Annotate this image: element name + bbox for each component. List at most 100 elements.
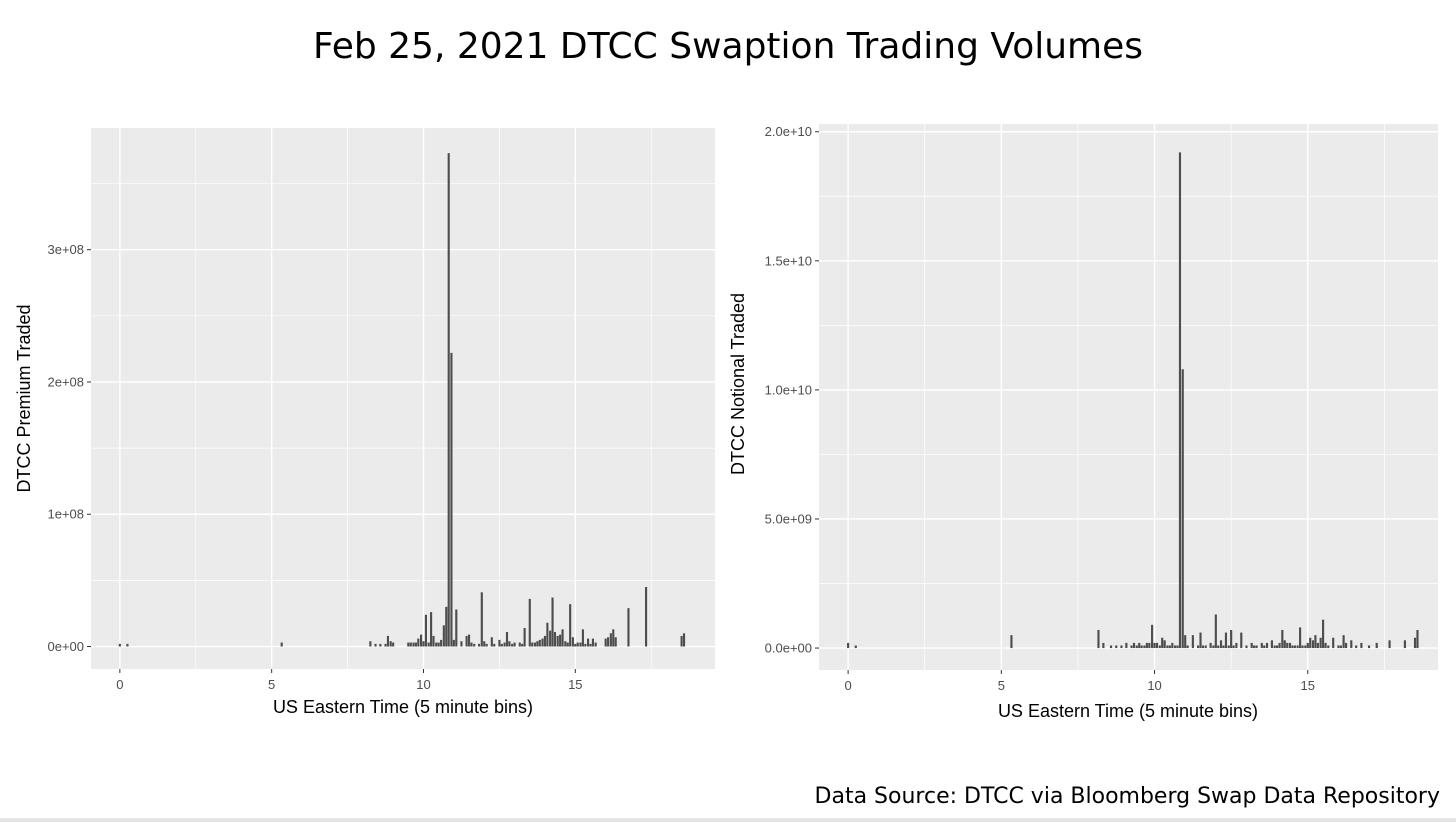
bar (645, 586, 648, 647)
bar (1184, 635, 1187, 649)
bar (1245, 645, 1248, 649)
y-axis-title: DTCC Notional Traded (728, 293, 748, 475)
bar (1253, 645, 1256, 649)
bar (1342, 635, 1345, 649)
bar (566, 642, 569, 647)
bar (1102, 642, 1105, 649)
plot-panel (819, 124, 1438, 670)
bar (680, 635, 683, 647)
bar (450, 352, 453, 647)
bar (579, 642, 582, 647)
bar (1288, 642, 1292, 649)
bar (1181, 369, 1184, 649)
bar (1120, 645, 1123, 649)
bar (571, 637, 574, 647)
bar (1109, 645, 1113, 649)
bar (564, 641, 567, 647)
bar (1339, 645, 1342, 649)
bar (1161, 637, 1164, 649)
bar (1322, 619, 1325, 649)
bar (1232, 645, 1235, 649)
bar (1273, 645, 1276, 649)
bar (430, 612, 433, 647)
x-tick-label: 0 (116, 677, 123, 692)
x-tick-label: 10 (416, 677, 430, 692)
bar (1224, 632, 1228, 649)
bar (576, 642, 579, 647)
y-tick-label: 2e+08 (47, 374, 84, 389)
bar (543, 635, 547, 647)
bar (1403, 640, 1406, 649)
bar (1148, 642, 1151, 649)
bar (1151, 624, 1154, 649)
bar (533, 642, 536, 647)
bar (409, 642, 412, 647)
bar (1316, 642, 1319, 649)
x-axis-title: US Eastern Time (5 minute bins) (273, 697, 533, 717)
bar (1140, 645, 1143, 649)
bar (1309, 637, 1312, 649)
x-tick-label: 15 (568, 677, 582, 692)
x-axis-title: US Eastern Time (5 minute bins) (998, 701, 1258, 721)
bar (854, 645, 857, 649)
bar (118, 643, 121, 647)
notional-chart: 0 5 10 15 0.0e+00 5.0e+09 1.0e+10 1.5e+10 2.0e+1… (728, 124, 1438, 721)
bar (1219, 640, 1223, 649)
bar (1168, 645, 1171, 649)
bar (432, 635, 435, 647)
panel-bg-layer (819, 124, 1438, 670)
bar (420, 634, 423, 647)
bar (1355, 645, 1358, 649)
bar (594, 642, 597, 647)
bar (437, 642, 440, 647)
bar (1413, 637, 1417, 649)
bar (1324, 642, 1327, 649)
bar (528, 598, 531, 647)
bar (1293, 645, 1296, 649)
bar (1311, 640, 1315, 649)
bar (587, 638, 590, 647)
bar (1306, 642, 1309, 649)
bar (1235, 642, 1238, 649)
bar (1191, 635, 1194, 649)
bar (513, 642, 516, 647)
bar (1145, 642, 1148, 649)
bar (503, 642, 506, 647)
x-tick-label: 10 (1147, 678, 1161, 693)
bar (1332, 637, 1335, 649)
bar (581, 629, 584, 647)
bar (483, 641, 486, 647)
bar (424, 614, 427, 647)
panel-bg-layer (91, 128, 715, 669)
y-tick-label: 5.0e+09 (765, 511, 812, 526)
bar (546, 622, 549, 647)
y-tick-label: 2.0e+10 (765, 124, 812, 139)
bar (607, 637, 610, 647)
premium-chart: 0 5 10 15 0e+00 1e+08 2e+08 3e+08 DTCC Premium … (14, 128, 715, 717)
bar (1304, 645, 1307, 649)
grid-layer (819, 124, 1438, 670)
y-tick-label: 1.0e+10 (765, 382, 812, 397)
bar (414, 642, 417, 647)
bar (379, 643, 382, 647)
bar (1314, 635, 1317, 649)
y-tick-label: 1e+08 (47, 507, 84, 522)
bar (627, 608, 630, 647)
bar (505, 631, 509, 647)
bar (447, 153, 450, 647)
bar (614, 637, 617, 647)
bar (1319, 637, 1322, 649)
bar (465, 635, 468, 647)
bar (427, 642, 430, 647)
bars-layer (847, 152, 1419, 649)
bar (440, 639, 443, 647)
bar (591, 638, 594, 647)
bar (1296, 645, 1299, 649)
bar (417, 638, 420, 647)
bar (1227, 645, 1230, 649)
bar (1214, 614, 1217, 649)
bar (1174, 645, 1177, 649)
bar (1230, 629, 1233, 649)
bar (1163, 640, 1166, 649)
bar (511, 643, 514, 647)
